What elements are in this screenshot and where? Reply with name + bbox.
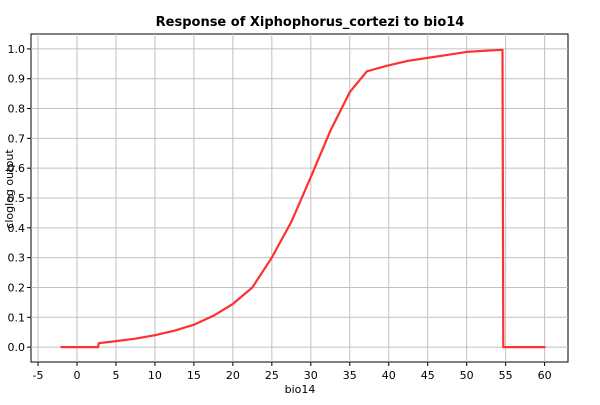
y-tick-label: 0.2 (8, 281, 26, 294)
y-tick-label: 0.6 (8, 162, 26, 175)
y-tick-label: 0.8 (8, 103, 26, 116)
x-axis-label: bio14 (285, 383, 316, 396)
x-tick-label: 5 (112, 369, 119, 382)
x-tick-label: 40 (382, 369, 396, 382)
y-tick-label: 1.0 (8, 43, 26, 56)
y-tick-label: 0.0 (8, 341, 26, 354)
x-tick-label: 35 (343, 369, 357, 382)
x-tick-label: 0 (73, 369, 80, 382)
x-tick-label: 30 (304, 369, 318, 382)
y-tick-label: 0.9 (8, 73, 26, 86)
x-tick-label: 25 (265, 369, 279, 382)
chart-title: Response of Xiphophorus_cortezi to bio14 (156, 15, 465, 30)
y-axis-label: cloglog output (3, 149, 16, 229)
x-tick-label: 60 (538, 369, 552, 382)
axis-layer: -5 0 5 10 15 20 25 30 35 40 45 50 55 60 0.0 0.1 0.2 0.3 0.… (8, 43, 552, 382)
y-tick-label: 0.4 (8, 222, 26, 235)
x-tick-label: 15 (187, 369, 201, 382)
y-tick-label: 0.1 (8, 311, 26, 324)
x-tick-label: 50 (460, 369, 474, 382)
y-tick-label: 0.7 (8, 132, 26, 145)
series-layer (60, 48, 546, 349)
grid-layer (31, 34, 568, 362)
y-tick-label: 0.5 (8, 192, 26, 205)
x-tick-label: 55 (499, 369, 513, 382)
x-tick-label: 20 (226, 369, 240, 382)
y-tick-label: 0.3 (8, 252, 26, 265)
x-tick-label: 10 (148, 369, 162, 382)
response-curve-line (60, 48, 546, 349)
x-tick-label: -5 (33, 369, 44, 382)
x-tick-label: 45 (421, 369, 435, 382)
